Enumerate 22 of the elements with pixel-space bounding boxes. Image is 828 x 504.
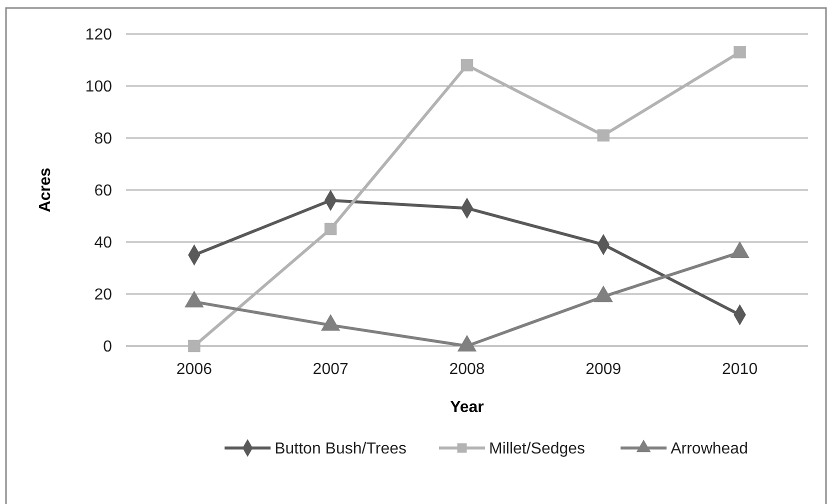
y-tick-label: 120 <box>85 26 112 44</box>
y-tick-label: 40 <box>94 234 112 252</box>
x-axis-title: Year <box>450 399 484 416</box>
y-tick-label: 0 <box>103 338 112 356</box>
point <box>734 46 746 58</box>
y-tick-label: 20 <box>94 286 112 304</box>
point <box>324 222 337 236</box>
y-axis-title: Acres <box>37 168 54 212</box>
x-tick-label: 2008 <box>449 361 485 378</box>
legend-label: Arrowhead <box>670 440 748 458</box>
point <box>597 129 610 142</box>
x-tick-label: 2007 <box>312 361 348 378</box>
x-tick-label: 2010 <box>722 361 758 378</box>
y-tick-label: 100 <box>85 78 112 96</box>
y-tick-label: 60 <box>94 182 112 200</box>
x-tick-label: 2006 <box>176 361 212 378</box>
y-tick-label: 80 <box>94 130 112 148</box>
x-tick-label: 2009 <box>586 361 622 378</box>
point <box>188 340 200 352</box>
legend-label: Button Bush/Trees <box>274 440 407 458</box>
legend-label: Millet/Sedges <box>489 440 586 458</box>
point <box>460 59 474 72</box>
